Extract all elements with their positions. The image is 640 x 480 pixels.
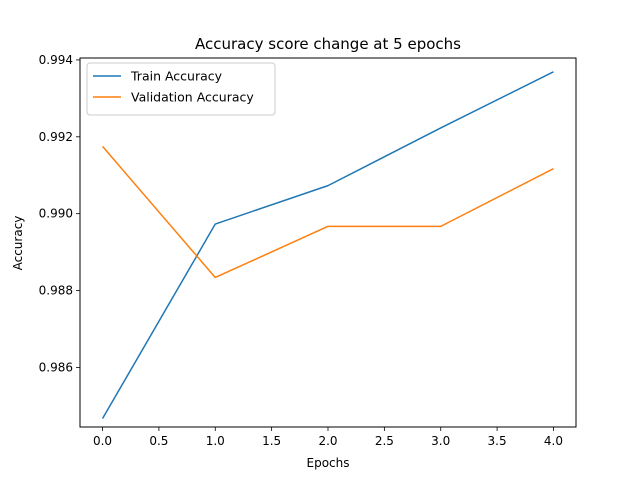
x-tick-label: 3.5 xyxy=(488,434,507,448)
x-tick-label: 2.0 xyxy=(318,434,337,448)
y-tick-label: 0.988 xyxy=(39,284,73,298)
x-axis: 0.0 0.5 1.0 1.5 2.0 2.5 3.0 3.5 4.0 xyxy=(93,427,563,448)
series-line-validation-accuracy xyxy=(101,145,554,279)
x-tick-label: 3.0 xyxy=(431,434,450,448)
x-tick-label: 1.0 xyxy=(206,434,225,448)
x-tick-label: 4.0 xyxy=(544,434,563,448)
legend-label: Train Accuracy xyxy=(130,69,223,84)
legend: Train Accuracy Validation Accuracy xyxy=(86,62,276,116)
chart-title: Accuracy score change at 5 epochs xyxy=(195,35,461,53)
y-tick-label: 0.992 xyxy=(39,130,73,144)
x-axis-label: Epochs xyxy=(307,456,350,470)
x-tick-label: 2.5 xyxy=(375,434,394,448)
x-tick-label: 1.5 xyxy=(262,434,281,448)
legend-box xyxy=(86,62,276,116)
x-tick-label: 0.0 xyxy=(93,434,112,448)
legend-label: Validation Accuracy xyxy=(131,90,254,105)
y-tick-label: 0.986 xyxy=(39,360,73,374)
x-tick-label: 0.5 xyxy=(149,434,168,448)
series-line-train-accuracy xyxy=(101,71,554,419)
y-axis-label: Accuracy xyxy=(11,216,25,271)
y-tick-label: 0.990 xyxy=(39,207,73,221)
series-layer xyxy=(101,71,554,419)
y-tick-label: 0.994 xyxy=(39,53,73,67)
y-axis: 0.986 0.988 0.990 0.992 0.994 xyxy=(39,53,80,374)
